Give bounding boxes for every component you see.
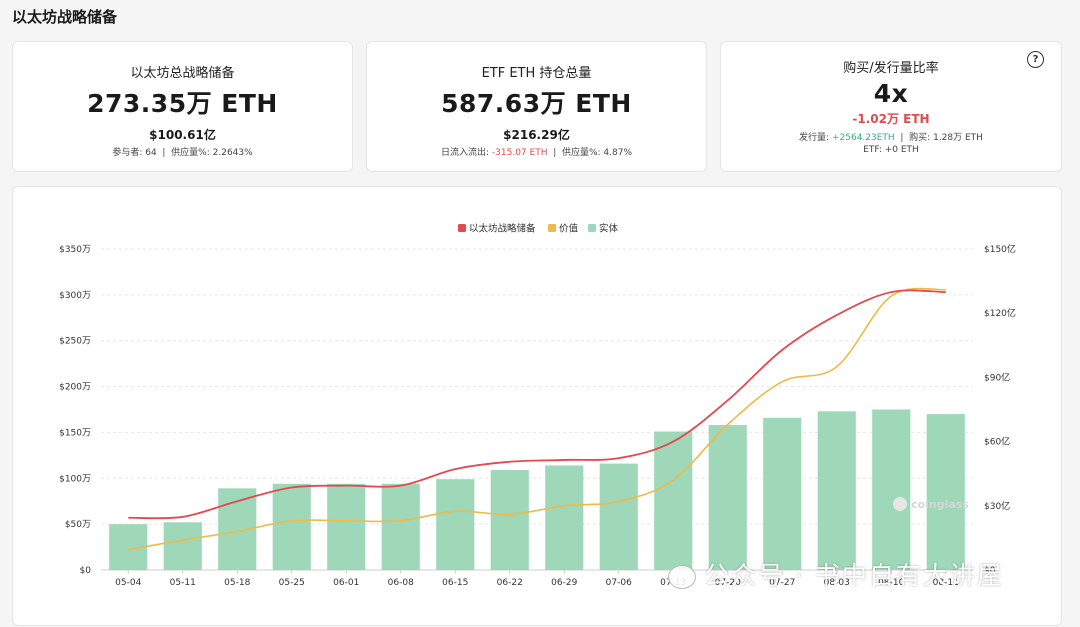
legend-swatch-reserve bbox=[458, 224, 466, 232]
buy-issuance-ratio-card: ? 购买/发行量比率 4x -1.02万 ETH 发行量: +2564.23ET… bbox=[720, 41, 1062, 172]
right-axis-tick-label: $30亿 bbox=[984, 500, 1010, 512]
legend-swatch-value bbox=[548, 224, 556, 232]
flow-value: -315.07 ETH bbox=[491, 148, 548, 158]
value-series-line bbox=[128, 287, 946, 551]
x-axis-tick-label: 06-22 bbox=[497, 578, 523, 588]
wechat-icon bbox=[668, 565, 696, 589]
bar bbox=[817, 411, 856, 570]
reserve-total-card: 以太坊总战略储备 273.35万 ETH $100.61亿 参与者: 64 | … bbox=[12, 41, 353, 172]
left-axis-tick-label: $200万 bbox=[59, 383, 91, 393]
bar bbox=[490, 470, 529, 570]
x-axis-tick-label: 05-25 bbox=[279, 578, 305, 588]
card-value: 273.35万 ETH bbox=[87, 89, 278, 118]
page-title: 以太坊战略储备 bbox=[12, 8, 118, 26]
watermark: 公众号 · 书中自有大讲屋 bbox=[668, 556, 1004, 592]
card-label: 以太坊总战略储备 bbox=[130, 66, 235, 81]
left-axis-tick-label: $300万 bbox=[59, 291, 91, 301]
bar bbox=[272, 483, 311, 570]
card-value: 4x bbox=[873, 79, 909, 108]
right-axis-tick-label: $150亿 bbox=[984, 243, 1016, 255]
supply-label: 供应量%: bbox=[171, 148, 210, 158]
bar bbox=[708, 425, 747, 570]
bar bbox=[926, 414, 965, 570]
left-axis-tick-label: $50万 bbox=[65, 520, 91, 530]
bar bbox=[763, 417, 802, 570]
bar bbox=[163, 522, 202, 570]
card-delta: -1.02万 ETH bbox=[852, 112, 930, 126]
card-meta: 发行量: +2564.23ETH | 购买: 1.28万 ETH bbox=[799, 133, 983, 143]
supply-value: 4.87% bbox=[603, 148, 633, 158]
x-axis-tick-label: 06-15 bbox=[442, 578, 468, 588]
x-axis-tick-label: 08-03 bbox=[824, 578, 850, 588]
left-axis-tick-label: $100万 bbox=[59, 474, 91, 484]
right-axis-tick-label: $0 bbox=[984, 566, 996, 576]
legend-label-value: 价值 bbox=[559, 223, 579, 235]
x-axis-tick-label: 08-10 bbox=[878, 578, 904, 588]
card-meta: 参与者: 64 | 供应量%: 2.2643% bbox=[112, 148, 253, 158]
right-axis-tick-label: $60亿 bbox=[984, 436, 1010, 448]
bar bbox=[381, 483, 420, 570]
x-axis-tick-label: 06-08 bbox=[388, 578, 414, 588]
bar bbox=[436, 479, 475, 570]
legend-label-reserve: 以太坊战略储备 bbox=[469, 223, 536, 235]
left-axis-tick-label: $0 bbox=[80, 566, 92, 576]
right-axis-tick-label: $120亿 bbox=[984, 307, 1016, 319]
buy-value: 1.28万 ETH bbox=[933, 133, 983, 143]
x-axis-tick-label: 06-01 bbox=[333, 578, 359, 588]
left-axis-tick-label: $150万 bbox=[59, 428, 91, 438]
participants-label: 参与者: bbox=[112, 148, 143, 158]
coinglass-logo-icon bbox=[893, 497, 907, 511]
issuance-label: 发行量: bbox=[799, 133, 830, 143]
help-icon[interactable]: ? bbox=[1027, 51, 1044, 68]
issuance-value: +2564.23ETH bbox=[831, 133, 895, 143]
card-label: ETF ETH 持仓总量 bbox=[481, 66, 592, 81]
bar bbox=[654, 431, 693, 570]
bar bbox=[545, 465, 584, 570]
reserve-chart: $0 $50万 $100万 $150万 $200万 $250万 $300万 $350万 $0 $3… bbox=[59, 223, 1016, 589]
bar bbox=[327, 483, 366, 570]
reserve-series-line bbox=[128, 289, 946, 520]
bar bbox=[599, 463, 638, 570]
flow-label: 日流入流出: bbox=[440, 148, 490, 158]
participants-value: 64 bbox=[145, 148, 157, 158]
x-axis-tick-label: 07-06 bbox=[606, 578, 632, 588]
supply-value: 2.2643% bbox=[212, 148, 253, 158]
card-usd: $216.29亿 bbox=[503, 128, 570, 142]
card-meta: 日流入流出: -315.07 ETH | 供应量%: 4.87% bbox=[440, 148, 633, 158]
watermark-text: 公众号 · 书中自有大讲屋 bbox=[704, 561, 1004, 590]
x-axis-tick-label: 05-18 bbox=[224, 578, 250, 588]
card-usd: $100.61亿 bbox=[149, 128, 216, 142]
x-axis-tick-label: 08-11 bbox=[933, 578, 959, 588]
x-axis-tick-label: 07-27 bbox=[769, 578, 795, 588]
coinglass-logo-text: coinglass bbox=[911, 498, 969, 511]
left-axis-tick-label: $250万 bbox=[59, 337, 91, 347]
card-label: 购买/发行量比率 bbox=[843, 61, 939, 76]
legend-swatch-entity bbox=[588, 224, 596, 232]
card-value: 587.63万 ETH bbox=[441, 89, 632, 118]
x-axis-tick-label: 05-04 bbox=[115, 578, 141, 588]
left-axis-tick-label: $350万 bbox=[59, 245, 91, 255]
etf-meta: ETF: +0 ETH bbox=[863, 145, 919, 155]
x-axis-tick-label: 07-20 bbox=[715, 578, 741, 588]
buy-label: 购买: bbox=[909, 133, 931, 143]
supply-label: 供应量%: bbox=[561, 148, 601, 158]
etf-holdings-card: ETF ETH 持仓总量 587.63万 ETH $216.29亿 日流入流出:… bbox=[366, 41, 707, 172]
x-axis-tick-label: 05-11 bbox=[170, 578, 196, 588]
right-axis-tick-label: $90亿 bbox=[984, 371, 1010, 383]
legend-label-entity: 实体 bbox=[599, 223, 619, 235]
bar bbox=[872, 409, 911, 570]
chart-card: $0 $50万 $100万 $150万 $200万 $250万 $300万 $350万 $0 $3… bbox=[12, 186, 1062, 626]
x-axis-tick-label: 06-29 bbox=[551, 578, 577, 588]
